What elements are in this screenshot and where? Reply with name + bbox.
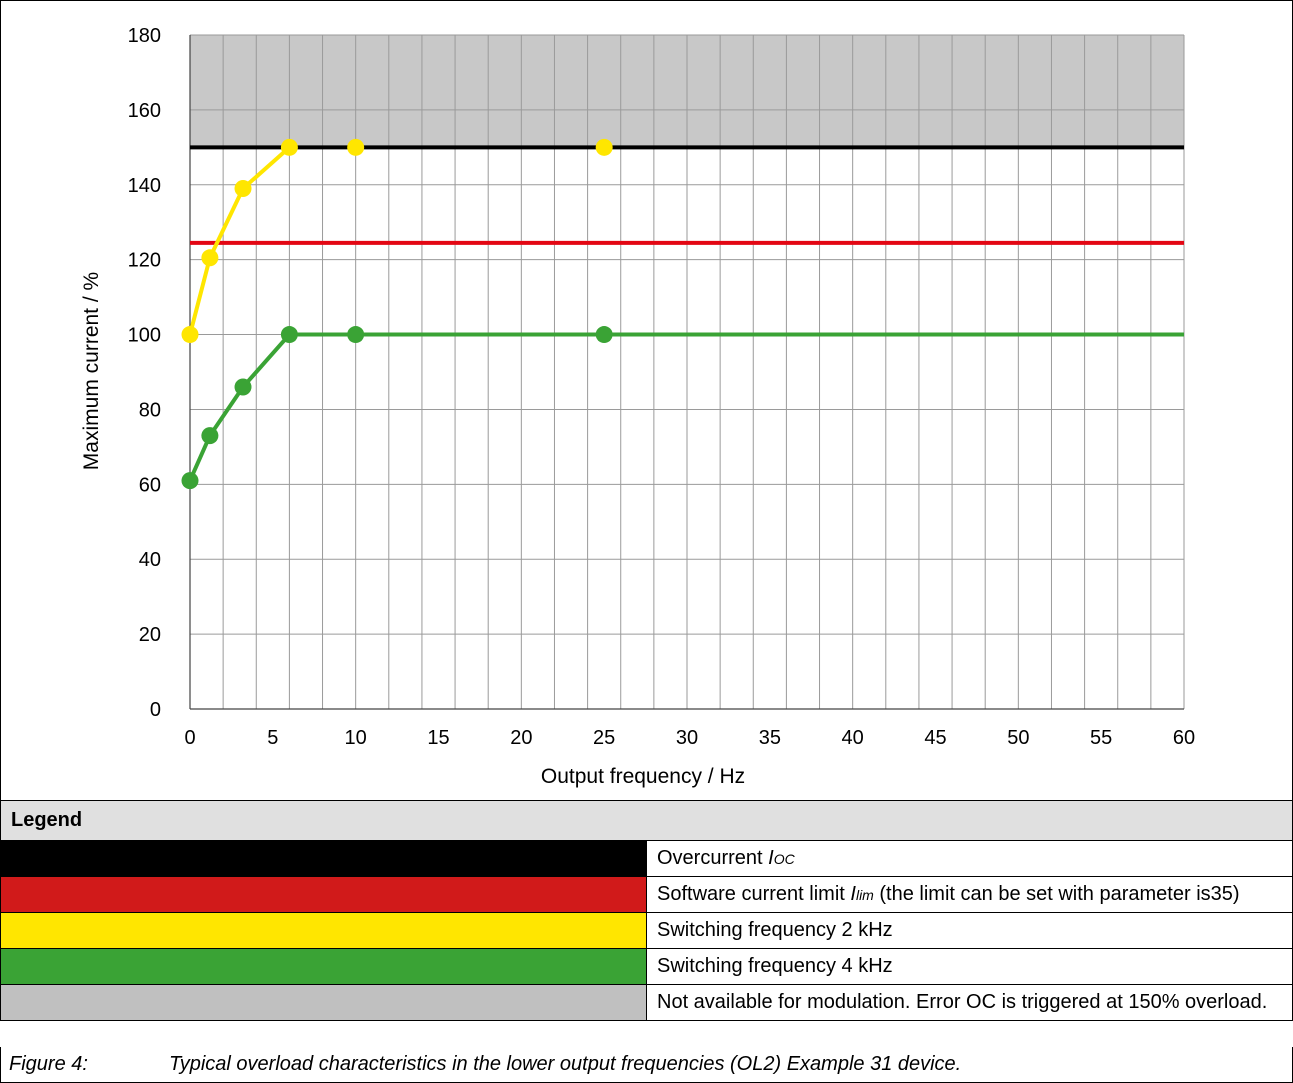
- series-3-marker: [595, 326, 613, 344]
- figure-caption-text: Typical overload characteristics in the …: [169, 1053, 962, 1075]
- legend-symbol: I: [850, 883, 856, 905]
- legend-label: Overcurrent: [657, 847, 769, 869]
- y-tick-label: 140: [128, 175, 161, 197]
- y-axis-label: Maximum current / %: [80, 272, 103, 470]
- legend-note: (the limit can be set with parameter is3…: [873, 883, 1240, 905]
- legend-header-row: Legend: [0, 800, 1293, 841]
- legend-subscript: lim: [855, 887, 874, 903]
- series-2-marker: [595, 138, 613, 156]
- legend-text-unavailable: Not available for modulation. Error OC i…: [646, 984, 1293, 1021]
- x-tick-label: 10: [345, 727, 367, 749]
- series-2-marker: [347, 138, 365, 156]
- legend-swatch-yellow: [0, 912, 647, 949]
- x-tick-label: 5: [267, 727, 278, 749]
- x-tick-label: 15: [427, 727, 449, 749]
- y-tick-label: 60: [139, 474, 161, 496]
- legend-swatch-red: [0, 876, 647, 913]
- legend-swatch-green: [0, 948, 647, 985]
- legend-row-4khz: Switching frequency 4 kHz: [0, 948, 1293, 985]
- series-3-marker: [181, 472, 199, 490]
- legend-swatch-black: [0, 840, 647, 877]
- legend-text-4khz: Switching frequency 4 kHz: [646, 948, 1293, 985]
- overload-chart: 0 5 10 15 20 25 30 35 40 45 50 55 60 0 20 40 60 80 100 120 1…: [80, 25, 1195, 788]
- y-tick-label: 20: [139, 624, 161, 646]
- y-tick-label: 120: [128, 250, 161, 272]
- legend-header: Legend: [0, 800, 1293, 841]
- legend-row-2khz: Switching frequency 2 kHz: [0, 912, 1293, 949]
- x-axis-label: Output frequency / Hz: [541, 765, 745, 788]
- legend-table: Legend Overcurrent IOC Software current …: [0, 800, 1293, 1021]
- series-3-marker: [234, 378, 252, 396]
- x-tick-label: 55: [1090, 727, 1112, 749]
- x-tick-label: 50: [1007, 727, 1029, 749]
- legend-symbol: I: [768, 847, 774, 869]
- x-tick-label: 20: [510, 727, 532, 749]
- chart-panel: 0 5 10 15 20 25 30 35 40 45 50 55 60 0 20 40 60 80 100 120 1…: [0, 0, 1293, 800]
- series-2-marker: [201, 249, 219, 267]
- series-3-marker: [347, 326, 365, 344]
- y-tick-label: 160: [128, 100, 161, 122]
- series-2-line: [188, 145, 291, 336]
- x-tick-label: 40: [842, 727, 864, 749]
- series-2-marker: [234, 180, 252, 198]
- series-3-marker: [201, 427, 219, 445]
- x-tick-label: 60: [1173, 727, 1195, 749]
- legend-text-current-limit: Software current limit Ilim (the limit c…: [646, 876, 1293, 913]
- legend-label: Software current limit: [657, 883, 851, 905]
- y-tick-label: 100: [128, 325, 161, 347]
- figure-caption: Figure 4: Typical overload characteristic…: [0, 1047, 1293, 1083]
- y-tick-label: 80: [139, 399, 161, 421]
- x-tick-label: 25: [593, 727, 615, 749]
- x-tick-label: 35: [759, 727, 781, 749]
- legend-row-current-limit: Software current limit Ilim (the limit c…: [0, 876, 1293, 913]
- series-2-marker: [280, 138, 298, 156]
- series-2-marker: [181, 326, 199, 344]
- x-tick-label: 0: [184, 727, 195, 749]
- legend-row-overcurrent: Overcurrent IOC: [0, 840, 1293, 877]
- x-tick-label: 30: [676, 727, 698, 749]
- legend-row-unavailable: Not available for modulation. Error OC i…: [0, 984, 1293, 1021]
- y-tick-label: 40: [139, 549, 161, 571]
- y-tick-label: 180: [128, 25, 161, 47]
- legend-text-2khz: Switching frequency 2 kHz: [646, 912, 1293, 949]
- x-tick-label: 45: [924, 727, 946, 749]
- legend-subscript: OC: [773, 851, 795, 867]
- series-3-marker: [280, 326, 298, 344]
- legend-swatch-gray: [0, 984, 647, 1021]
- figure-number: Figure 4:: [9, 1053, 88, 1075]
- y-tick-label: 0: [150, 699, 161, 721]
- legend-text-overcurrent: Overcurrent IOC: [646, 840, 1293, 877]
